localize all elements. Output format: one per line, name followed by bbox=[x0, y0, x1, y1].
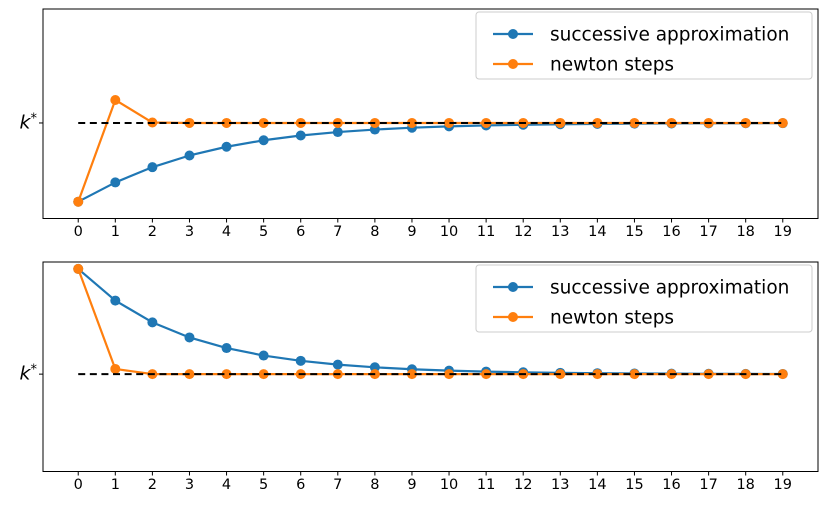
data-point-newton-steps bbox=[73, 263, 84, 274]
data-point-newton-steps bbox=[406, 369, 417, 380]
x-tick-label: 16 bbox=[662, 224, 680, 240]
legend-swatch-marker-newton-steps bbox=[508, 59, 518, 69]
data-point-successive-approximation bbox=[110, 177, 121, 188]
x-tick-label: 19 bbox=[774, 477, 792, 493]
series-line-newton-steps bbox=[77, 98, 783, 203]
x-tick-label: 1 bbox=[111, 477, 120, 493]
legend-swatch-marker-successive-approximation bbox=[508, 282, 518, 292]
legend-frame bbox=[475, 11, 813, 80]
x-tick-label: 3 bbox=[185, 477, 194, 493]
x-tick-label: 19 bbox=[774, 224, 792, 240]
data-point-newton-steps bbox=[73, 196, 84, 207]
data-point-successive-approximation bbox=[221, 141, 232, 152]
x-tick-label: 13 bbox=[551, 477, 569, 493]
data-point-successive-approximation bbox=[258, 135, 269, 146]
x-tick-label: 16 bbox=[662, 477, 680, 493]
data-point-newton-steps bbox=[406, 117, 417, 128]
data-point-newton-steps bbox=[444, 117, 455, 128]
data-point-successive-approximation bbox=[184, 150, 195, 161]
x-tick-label: 13 bbox=[551, 224, 569, 240]
data-point-successive-approximation bbox=[295, 355, 306, 366]
data-point-newton-steps bbox=[777, 117, 788, 128]
legend-frame bbox=[475, 264, 813, 333]
x-tick-label: 12 bbox=[514, 477, 532, 493]
legend-box: successive approximation newton steps bbox=[475, 11, 813, 80]
y-tick-label-kstar: k* bbox=[19, 111, 37, 133]
x-tick-label: 6 bbox=[296, 477, 305, 493]
x-tick-label: 14 bbox=[588, 477, 606, 493]
series-line-successive-approximation bbox=[77, 122, 783, 203]
subplot-1: 0 1 2 3 4 5 6 7 8 9 10 11 12 13 14 15 16 17 18 19k*successi… bbox=[19, 8, 819, 240]
data-point-successive-approximation bbox=[147, 162, 158, 173]
data-point-successive-approximation bbox=[295, 130, 306, 141]
data-point-successive-approximation bbox=[258, 350, 269, 361]
legend-label-newton-steps: newton steps bbox=[550, 55, 674, 76]
y-tick-label-kstar: k* bbox=[19, 363, 37, 385]
x-tick-label: 17 bbox=[699, 224, 717, 240]
x-tick-label: 3 bbox=[185, 224, 194, 240]
data-point-newton-steps bbox=[221, 117, 232, 128]
x-tick-label: 14 bbox=[588, 224, 606, 240]
x-tick-label: 8 bbox=[370, 224, 379, 240]
data-point-successive-approximation bbox=[221, 343, 232, 354]
data-point-newton-steps bbox=[592, 369, 603, 380]
x-tick-label: 17 bbox=[699, 477, 717, 493]
x-tick-label: 9 bbox=[407, 224, 416, 240]
x-tick-label: 11 bbox=[477, 477, 495, 493]
x-tick-label: 7 bbox=[333, 477, 342, 493]
x-tick-label: 10 bbox=[440, 224, 458, 240]
x-tick-label: 10 bbox=[440, 477, 458, 493]
axes-frame bbox=[42, 261, 819, 472]
legend-box: successive approximation newton steps bbox=[475, 264, 813, 333]
legend-label-newton-steps: newton steps bbox=[550, 308, 674, 329]
legend-swatch-marker-successive-approximation bbox=[508, 29, 518, 39]
x-tick-label: 8 bbox=[370, 477, 379, 493]
x-tick-label: 2 bbox=[148, 477, 157, 493]
legend-label-successive-approximation: successive approximation bbox=[550, 278, 789, 299]
x-tick-label: 4 bbox=[222, 224, 231, 240]
axes-frame bbox=[42, 8, 819, 219]
x-tick-label: 9 bbox=[407, 477, 416, 493]
x-tick-label: 12 bbox=[514, 224, 532, 240]
subplot-2: 0 1 2 3 4 5 6 7 8 9 10 11 12 13 14 15 16 17 18 19k*successi… bbox=[19, 261, 819, 493]
x-tick-label: 5 bbox=[259, 477, 268, 493]
data-point-newton-steps bbox=[629, 117, 640, 128]
legend-swatch-marker-newton-steps bbox=[508, 312, 518, 322]
data-point-successive-approximation bbox=[332, 127, 343, 138]
x-tick-label: 18 bbox=[736, 477, 754, 493]
data-point-successive-approximation bbox=[369, 362, 380, 373]
data-point-successive-approximation bbox=[147, 317, 158, 328]
x-tick-label: 7 bbox=[333, 224, 342, 240]
data-point-newton-steps bbox=[110, 363, 121, 374]
data-point-newton-steps bbox=[592, 117, 603, 128]
data-point-newton-steps bbox=[629, 369, 640, 380]
data-point-successive-approximation bbox=[332, 359, 343, 370]
data-point-successive-approximation bbox=[184, 332, 195, 343]
x-tick-label: 0 bbox=[74, 224, 83, 240]
x-tick-label: 0 bbox=[74, 477, 83, 493]
data-point-newton-steps bbox=[110, 94, 121, 105]
x-tick-label: 2 bbox=[148, 224, 157, 240]
x-tick-label: 1 bbox=[111, 224, 120, 240]
legend-label-successive-approximation: successive approximation bbox=[550, 25, 789, 46]
x-tick-label: 5 bbox=[259, 224, 268, 240]
data-point-newton-steps bbox=[258, 117, 269, 128]
x-tick-label: 4 bbox=[222, 477, 231, 493]
x-tick-label: 18 bbox=[736, 224, 754, 240]
x-tick-label: 15 bbox=[625, 477, 643, 493]
data-point-newton-steps bbox=[258, 369, 269, 380]
data-point-newton-steps bbox=[221, 369, 232, 380]
data-point-newton-steps bbox=[777, 369, 788, 380]
data-point-successive-approximation bbox=[110, 295, 121, 306]
x-tick-label: 11 bbox=[477, 224, 495, 240]
x-tick-label: 15 bbox=[625, 224, 643, 240]
data-point-newton-steps bbox=[444, 369, 455, 380]
x-tick-label: 6 bbox=[296, 224, 305, 240]
